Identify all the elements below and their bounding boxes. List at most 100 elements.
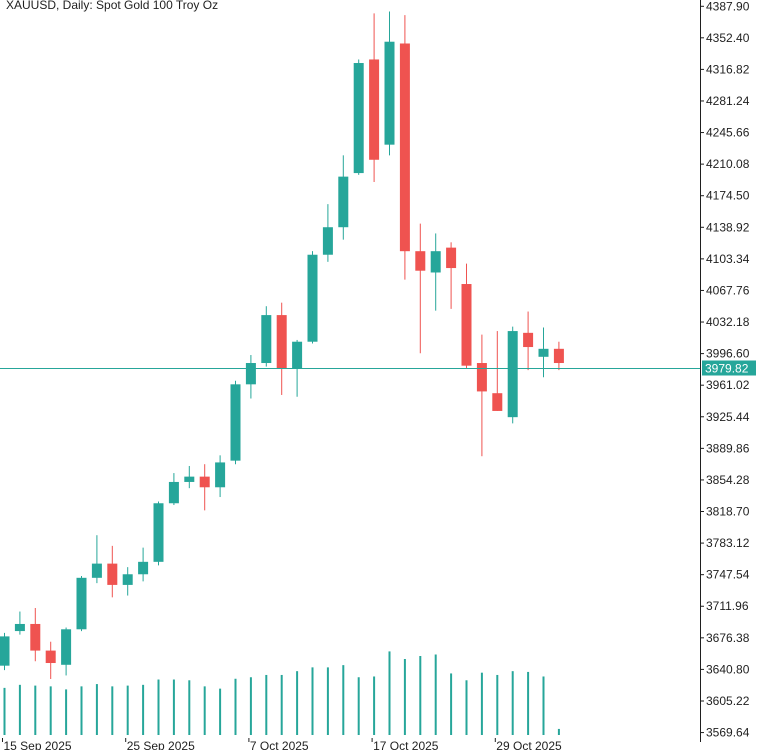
candle (230, 380, 241, 465)
candle-body (292, 341, 303, 369)
price-axis: 4387.90 4352.40 4316.82 4281.24 4245.66 4210.… (700, 0, 750, 740)
candle (492, 331, 503, 411)
time-tick-label: 15 Sep 2025 (4, 739, 72, 750)
candle-body (30, 623, 41, 651)
candle-body (492, 393, 503, 411)
candle (353, 59, 364, 175)
candle-body (507, 331, 518, 418)
price-tick-label: 3783.12 (706, 536, 750, 550)
candle (276, 302, 287, 395)
candle (369, 13, 380, 182)
price-tick-label: 3569.64 (706, 726, 750, 740)
current-price-tag-bg (702, 360, 756, 376)
candle (384, 11, 395, 156)
price-tick-label: 3747.54 (706, 568, 750, 582)
candle (538, 327, 549, 378)
candle (553, 341, 564, 371)
candle-body (122, 574, 133, 585)
candle-body (476, 363, 487, 392)
candle (446, 242, 457, 309)
current-price-tag: 3979.82 (702, 360, 756, 376)
candle-body (322, 227, 333, 255)
price-tick-label: 4067.76 (706, 283, 750, 297)
candle-body (61, 629, 72, 665)
candle (307, 251, 318, 344)
candle-body (307, 254, 318, 342)
price-tick-label: 4245.66 (706, 126, 750, 140)
candle-body (184, 476, 195, 482)
candle-body (45, 650, 56, 664)
time-tick-label: 7 Oct 2025 (250, 739, 309, 750)
candle (184, 465, 195, 489)
candle-body (384, 41, 395, 145)
price-tick-label: 4174.50 (706, 189, 750, 203)
price-tick-label: 3854.28 (706, 473, 750, 487)
candle (30, 607, 41, 662)
candle (14, 611, 25, 635)
candle (61, 627, 72, 676)
price-tick-label: 3818.70 (706, 505, 750, 519)
candle-body (338, 176, 349, 228)
current-price-label: 3979.82 (705, 362, 749, 376)
price-tick-label: 4281.24 (706, 94, 750, 108)
candle-body (415, 251, 426, 271)
price-tick-label: 3640.80 (706, 662, 750, 676)
candle (153, 501, 164, 566)
candle-body (538, 348, 549, 357)
candle (45, 641, 56, 679)
price-tick-label: 4138.92 (706, 220, 750, 234)
candle-body (199, 476, 210, 488)
candle (215, 455, 226, 498)
candle (199, 464, 210, 511)
price-tick-label: 3889.86 (706, 441, 750, 455)
candle (122, 567, 133, 596)
candle-body (553, 348, 564, 364)
price-tick-label: 3711.96 (706, 599, 749, 613)
price-tick-label: 3676.38 (706, 631, 750, 645)
candle-body (215, 462, 226, 488)
candle-body (353, 63, 364, 174)
candle (476, 334, 487, 457)
time-tick-label: 17 Oct 2025 (373, 739, 439, 750)
price-tick-label: 3961.02 (706, 378, 750, 392)
price-tick-label: 4316.82 (706, 62, 750, 76)
candle-body (276, 315, 287, 369)
candle-body (461, 284, 472, 366)
candle (523, 311, 534, 371)
candlesticks (0, 11, 564, 679)
candle-body (0, 636, 10, 666)
candle-body (76, 577, 87, 630)
candle-body (230, 384, 241, 461)
candle-body (245, 363, 256, 385)
candle (507, 326, 518, 424)
candle (168, 473, 179, 506)
price-tick-label: 4387.90 (706, 0, 750, 13)
candle-body (261, 315, 272, 364)
candle-body (430, 251, 441, 273)
candle (322, 204, 333, 262)
candle (245, 355, 256, 399)
volume-bars (3, 651, 560, 735)
candle-body (369, 59, 380, 160)
price-tick-label: 3925.44 (706, 410, 750, 424)
candle (76, 576, 87, 632)
time-tick-label: 29 Oct 2025 (496, 739, 562, 750)
candle (107, 545, 118, 598)
candle (399, 15, 410, 280)
chart-symbol-header: XAUUSD, Daily: Spot Gold 100 Troy Oz (6, 0, 218, 12)
candle-body (153, 503, 164, 562)
candle (461, 263, 472, 369)
price-tick-label: 4032.18 (706, 315, 750, 329)
candle (138, 547, 149, 582)
price-tick-label: 4352.40 (706, 31, 750, 45)
candle-body (399, 43, 410, 252)
candle (0, 632, 10, 671)
candle-body (14, 623, 25, 632)
candle (415, 223, 426, 354)
price-tick-label: 4103.34 (706, 252, 750, 266)
candle-body (107, 563, 118, 585)
time-tick-label: 25 Sep 2025 (127, 739, 195, 750)
candle-body (91, 563, 102, 578)
time-axis: 15 Sep 2025 25 Sep 2025 7 Oct 2025 17 Oct 2… (2, 738, 562, 750)
